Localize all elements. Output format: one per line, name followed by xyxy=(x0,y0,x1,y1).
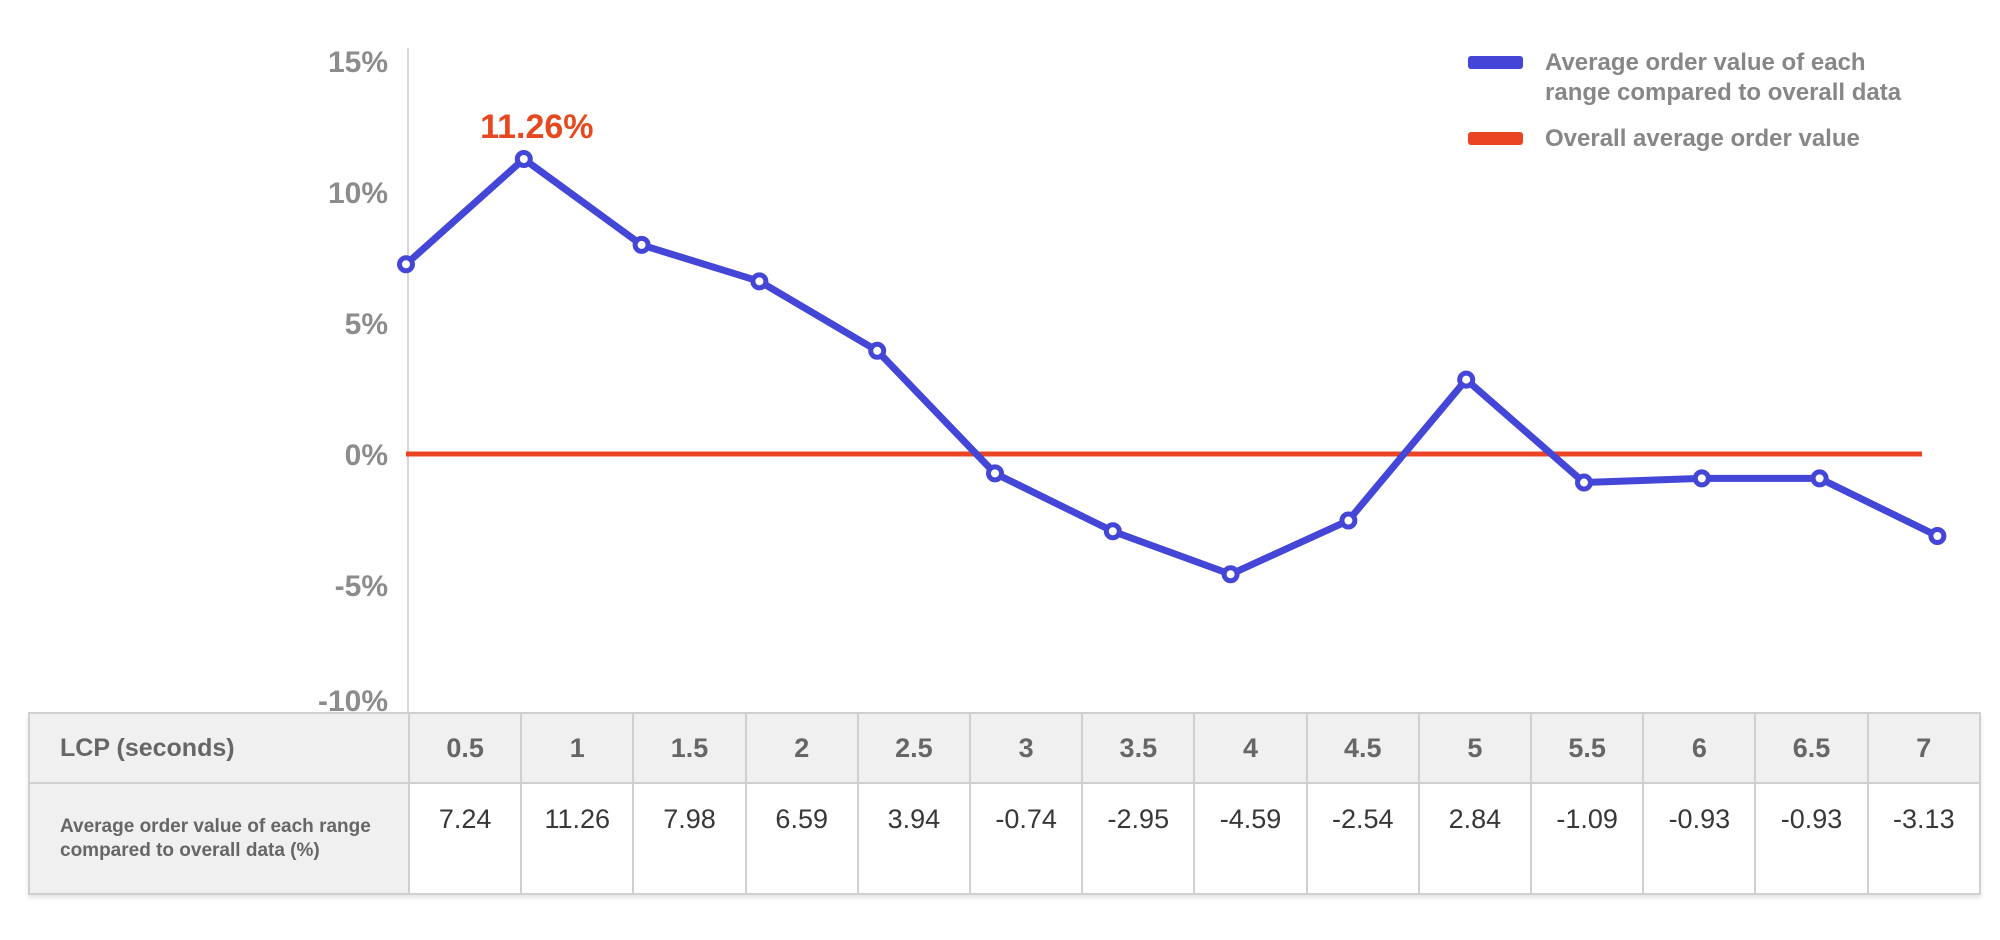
y-tick-label: 15% xyxy=(328,46,388,79)
red-line-swatch xyxy=(1468,132,1523,145)
line-chart: 15% 10% 5% 0% -5% -10% 11.26% Average order va… xyxy=(318,46,1968,713)
aov-value-cell: 2.84 xyxy=(1417,782,1533,895)
data-point-marker xyxy=(1692,469,1711,488)
lcp-value-cell: 7 xyxy=(1866,712,1982,784)
aov-value-cell: -3.13 xyxy=(1866,782,1982,895)
lcp-value-cell: 1 xyxy=(520,712,635,784)
aov-value-cell: -4.59 xyxy=(1193,782,1308,895)
row-header-aov-compared: Average order value of each range compar… xyxy=(28,782,410,895)
aov-value-cell: -2.54 xyxy=(1305,782,1420,895)
legend-item: Overall average order value xyxy=(1468,124,1968,154)
data-point-marker xyxy=(1575,473,1593,492)
aov-value-cell: -0.93 xyxy=(1754,782,1869,895)
lcp-value-cell: 5.5 xyxy=(1530,712,1645,784)
blue-line-swatch xyxy=(1468,56,1523,69)
y-tick-label: -10% xyxy=(318,685,388,713)
lcp-value-cell: 4 xyxy=(1193,712,1308,784)
aov-value-cell: 11.26 xyxy=(520,782,635,895)
data-point-marker xyxy=(1928,527,1947,546)
aov-value-cell: 7.24 xyxy=(407,782,523,895)
legend-item: Average order value of each range compare… xyxy=(1468,48,1968,108)
legend-label: Average order value of each range compare… xyxy=(1545,49,1902,106)
y-tick-label: 0% xyxy=(345,439,388,472)
chart-plot-area: 15% 10% 5% 0% -5% -10% 11.26% xyxy=(318,46,1947,713)
table-row-lcp: LCP (seconds) 0.5 1 1.5 2 2.5 3 3.5 4 4.5 5 5.5 6 6.… xyxy=(28,712,1982,784)
aov-value-cell: -0.93 xyxy=(1642,782,1757,895)
y-tick-label: -5% xyxy=(335,570,388,603)
data-point-marker xyxy=(750,272,769,291)
data-point-marker xyxy=(632,235,651,254)
peak-value-annotation: 11.26% xyxy=(480,108,593,146)
aov-value-cell: 7.98 xyxy=(632,782,747,895)
series-line xyxy=(402,155,1941,578)
data-point-marker xyxy=(868,341,887,360)
lcp-value-cell: 5 xyxy=(1417,712,1533,784)
aov-value-cell: 6.59 xyxy=(744,782,859,895)
legend-label: Overall average order value xyxy=(1545,125,1860,152)
aov-value-cell: 3.94 xyxy=(856,782,972,895)
lcp-value-cell: 3 xyxy=(969,712,1084,784)
data-point-marker xyxy=(1103,522,1122,541)
data-point-marker xyxy=(1457,370,1476,389)
data-table: LCP (seconds) 0.5 1 1.5 2 2.5 3 3.5 4 4.5 5 5.5 6 6.… xyxy=(28,712,1982,895)
lcp-value-cell: 1.5 xyxy=(632,712,747,784)
data-point-marker xyxy=(1339,511,1358,530)
chart-legend: Average order value of each range compare… xyxy=(1468,48,1968,170)
lcp-value-cell: 4.5 xyxy=(1305,712,1420,784)
data-point-marker xyxy=(397,255,415,274)
data-point-marker xyxy=(1810,469,1829,488)
lcp-value-cell: 3.5 xyxy=(1081,712,1196,784)
data-point-marker xyxy=(986,464,1004,483)
lcp-value-cell: 2 xyxy=(744,712,859,784)
aov-value-cell: -1.09 xyxy=(1530,782,1645,895)
lcp-value-cell: 0.5 xyxy=(407,712,523,784)
y-tick-label: 5% xyxy=(345,308,388,341)
aov-value-cell: -2.95 xyxy=(1081,782,1196,895)
lcp-value-cell: 2.5 xyxy=(856,712,972,784)
table-row-aov: Average order value of each range compar… xyxy=(28,782,1982,895)
aov-value-cell: -0.74 xyxy=(969,782,1084,895)
data-point-marker xyxy=(514,149,533,168)
data-point-marker xyxy=(1221,565,1240,584)
y-tick-label: 10% xyxy=(328,177,388,210)
lcp-value-cell: 6 xyxy=(1642,712,1757,784)
row-header-lcp-seconds: LCP (seconds) xyxy=(28,712,410,784)
lcp-value-cell: 6.5 xyxy=(1754,712,1869,784)
